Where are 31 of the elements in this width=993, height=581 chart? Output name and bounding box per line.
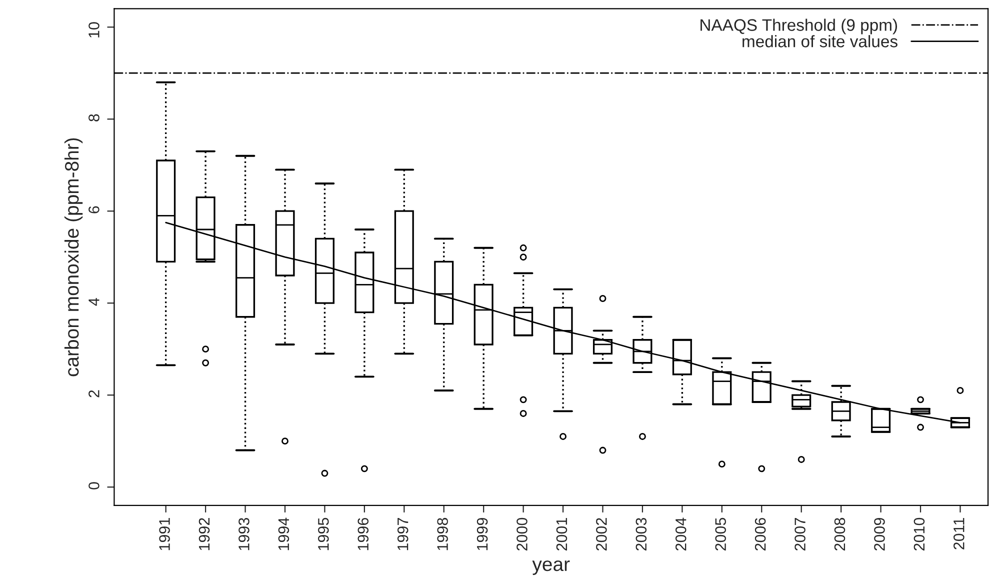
y-tick-label: 2 bbox=[88, 390, 100, 398]
x-tick-label: 2011 bbox=[954, 518, 964, 550]
y-tick-label: 0 bbox=[88, 482, 100, 490]
x-tick-label: 2002 bbox=[596, 518, 607, 550]
x-tick-label: 2004 bbox=[675, 518, 686, 550]
x-tick-label: 1992 bbox=[198, 518, 210, 550]
legend-label: NAAQS Threshold (9 ppm) bbox=[700, 18, 898, 34]
y-tick-label: 4 bbox=[88, 298, 100, 306]
x-tick-label: 1991 bbox=[159, 518, 170, 550]
x-tick-label: 2005 bbox=[715, 518, 726, 550]
legend-label: median of site values bbox=[742, 35, 898, 48]
x-tick-label: 1999 bbox=[476, 518, 488, 550]
y-tick-label: 6 bbox=[88, 206, 100, 214]
x-tick-label: 1998 bbox=[437, 518, 448, 550]
x-tick-label: 1994 bbox=[278, 518, 290, 550]
x-tick-label: 2009 bbox=[874, 518, 885, 550]
x-tick-label: 2007 bbox=[794, 518, 806, 550]
x-tick-label: 2000 bbox=[516, 518, 528, 550]
y-tick-label: 10 bbox=[88, 22, 100, 38]
y-tick-label: 8 bbox=[88, 114, 100, 122]
x-tick-label: 2010 bbox=[914, 518, 925, 550]
x-axis-title: year bbox=[532, 560, 570, 575]
y-axis-title: carbon monoxide (ppm-8hr) bbox=[64, 138, 83, 376]
x-tick-label: 2008 bbox=[834, 518, 846, 550]
x-tick-label: 2006 bbox=[754, 518, 766, 550]
x-tick-label: 1997 bbox=[397, 518, 408, 550]
x-tick-label: 1996 bbox=[358, 518, 369, 550]
x-tick-label: 1993 bbox=[238, 518, 250, 550]
x-tick-label: 1995 bbox=[318, 518, 329, 550]
x-tick-label: 2003 bbox=[636, 518, 647, 550]
x-tick-label: 2001 bbox=[556, 518, 568, 550]
